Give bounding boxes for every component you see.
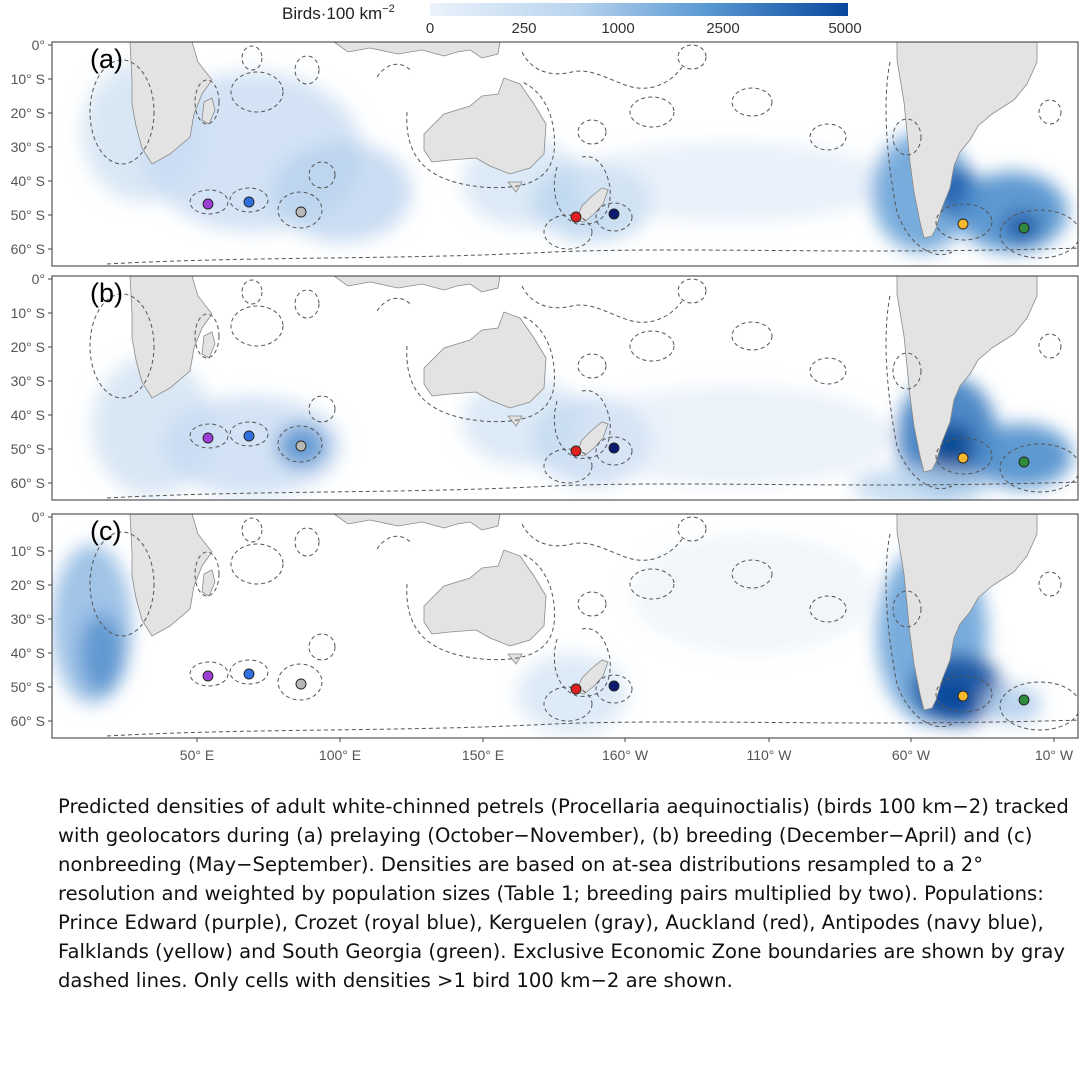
- density-cell: [972, 424, 1072, 488]
- panel-frame: [51, 513, 1079, 739]
- x-tick-label: 110° W: [746, 747, 792, 763]
- y-tick-label: 0°: [32, 271, 45, 287]
- legend-title: Birds·100 km−2: [282, 3, 395, 23]
- y-tick-label: 50° S: [11, 441, 45, 457]
- density-cell: [517, 654, 627, 734]
- density-cell: [852, 466, 992, 500]
- x-tick-label: 10° W: [1035, 747, 1074, 763]
- density-cell: [930, 679, 974, 719]
- density-cell: [982, 684, 1042, 724]
- legend-tick-4: 5000: [828, 20, 861, 37]
- x-tick-label: 160° W: [602, 747, 649, 763]
- y-tick-label: 10° S: [11, 543, 45, 559]
- y-tick-label: 20° S: [11, 339, 45, 355]
- density-cell: [957, 172, 1067, 252]
- figure-caption: Predicted densities of adult white-chinn…: [58, 795, 1069, 992]
- y-tick-label: 60° S: [11, 713, 45, 729]
- density-cell: [572, 142, 892, 222]
- legend-tick-0: 0: [426, 20, 434, 37]
- panel-frame: [51, 41, 1079, 267]
- colony-marker: [957, 218, 969, 230]
- colony-marker: [295, 678, 307, 690]
- panel-label: (c): [90, 516, 121, 546]
- y-tick-label: 50° S: [11, 207, 45, 223]
- density-cell: [632, 534, 872, 654]
- y-tick-label: 40° S: [11, 407, 45, 423]
- density-cell: [572, 386, 892, 486]
- map-panel-prelaying: (a) 0° 10° S 20° S 30° S 40° S 50° S 60° S: [11, 37, 1079, 267]
- colony-marker: [243, 668, 255, 680]
- legend-tick-3: 2500: [706, 20, 739, 37]
- y-tick-label: 30° S: [11, 611, 45, 627]
- x-tick-label: 150° E: [462, 747, 504, 763]
- y-tick-label: 0°: [32, 509, 45, 525]
- colony-marker: [608, 208, 620, 220]
- legend-ticks: 0 250 1000 2500 5000: [426, 20, 862, 37]
- colony-marker: [202, 670, 214, 682]
- map-panel-breeding: (b) 0° 10° S 20° S 30° S 40° S 50° S 60° S: [11, 271, 1079, 501]
- colony-marker: [957, 452, 969, 464]
- density-cell: [80, 614, 124, 694]
- panel-frame: [51, 275, 1079, 501]
- colony-marker: [202, 432, 214, 444]
- x-axis: 50° E 100° E 150° E 160° W 110° W 60° W 10° W: [180, 738, 1074, 763]
- y-tick-label: 30° S: [11, 139, 45, 155]
- colony-marker: [202, 198, 214, 210]
- legend-tick-2: 1000: [601, 20, 634, 37]
- y-tick-label: 50° S: [11, 679, 45, 695]
- y-tick-label: 0°: [32, 37, 45, 53]
- y-tick-label: 10° S: [11, 71, 45, 87]
- y-tick-label: 40° S: [11, 645, 45, 661]
- colony-marker: [1018, 694, 1030, 706]
- density-layer: [52, 534, 1042, 734]
- colony-marker: [570, 211, 582, 223]
- colony-marker: [608, 442, 620, 454]
- colony-marker: [608, 680, 620, 692]
- colony-marker: [957, 690, 969, 702]
- y-tick-label: 60° S: [11, 241, 45, 257]
- figure: Birds·100 km−2 0 250 1000 2500 5000 (a) 0…: [11, 3, 1079, 763]
- y-tick-label: 60° S: [11, 475, 45, 491]
- colony-marker: [295, 206, 307, 218]
- colony-marker: [570, 445, 582, 457]
- colony-marker: [243, 196, 255, 208]
- panel-label: (a): [90, 44, 123, 74]
- x-tick-label: 60° W: [892, 747, 931, 763]
- legend-tick-1: 250: [511, 20, 536, 37]
- colony-marker: [570, 683, 582, 695]
- x-tick-label: 100° E: [319, 747, 361, 763]
- y-tick-label: 10° S: [11, 305, 45, 321]
- x-tick-label: 50° E: [180, 747, 214, 763]
- colony-marker: [1018, 456, 1030, 468]
- y-tick-label: 30° S: [11, 373, 45, 389]
- y-tick-label: 20° S: [11, 105, 45, 121]
- colony-marker: [243, 430, 255, 442]
- map-panel-nonbreeding: (c) 0° 10° S 20° S 30° S 40° S 50° S 60° S: [11, 509, 1079, 739]
- y-tick-label: 20° S: [11, 577, 45, 593]
- density-cell: [272, 142, 412, 242]
- color-legend: Birds·100 km−2 0 250 1000 2500 5000: [282, 3, 862, 37]
- legend-colorbar: [430, 3, 848, 16]
- y-tick-label: 40° S: [11, 173, 45, 189]
- panel-label: (b): [90, 278, 123, 308]
- map-panels: (a) 0° 10° S 20° S 30° S 40° S 50° S 60° S (b) 0°…: [11, 37, 1079, 739]
- colony-marker: [295, 440, 307, 452]
- colony-marker: [1018, 222, 1030, 234]
